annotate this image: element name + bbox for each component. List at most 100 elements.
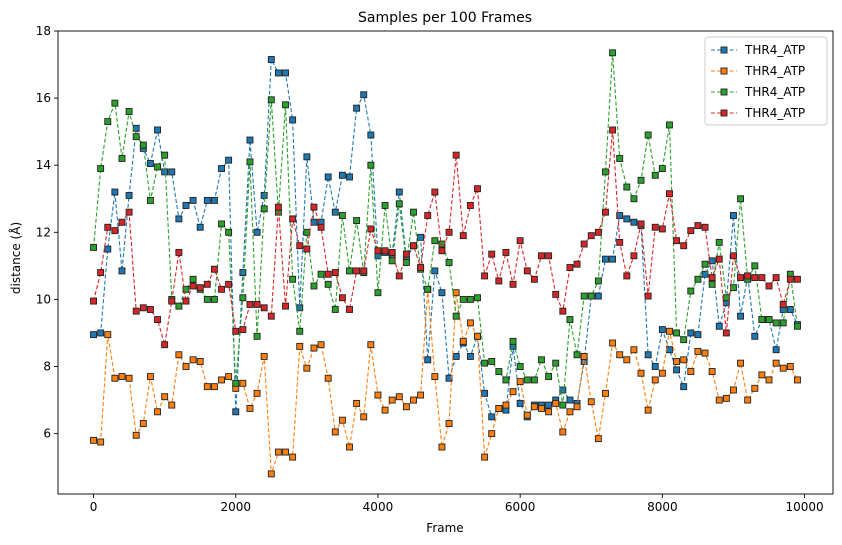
data-point — [708, 274, 716, 282]
data-point — [310, 203, 318, 211]
data-point — [722, 394, 730, 402]
data-point — [587, 398, 595, 406]
y-tick-label: 10 — [36, 292, 51, 306]
data-point — [630, 218, 638, 226]
data-point — [637, 176, 645, 184]
data-point — [772, 274, 780, 282]
data-point — [381, 202, 389, 209]
data-point — [602, 389, 609, 397]
data-point — [438, 443, 446, 451]
data-point — [694, 347, 702, 355]
data-point — [779, 300, 787, 308]
data-point — [602, 255, 609, 263]
data-point — [338, 171, 346, 179]
data-point — [751, 262, 759, 270]
x-tick-label: 0 — [90, 500, 98, 514]
data-point — [338, 294, 346, 302]
data-point — [111, 227, 119, 235]
data-point — [680, 356, 688, 364]
data-point — [246, 136, 254, 144]
data-point — [594, 292, 602, 300]
data-point — [317, 223, 325, 231]
data-point — [260, 352, 268, 360]
data-point — [367, 131, 375, 139]
data-point — [260, 304, 268, 312]
data-point — [132, 124, 140, 132]
data-point — [523, 376, 531, 384]
data-point — [303, 228, 311, 236]
data-point — [210, 383, 218, 391]
data-point — [673, 366, 681, 374]
data-point — [218, 165, 225, 173]
data-point — [210, 265, 218, 273]
data-point — [566, 408, 574, 416]
data-point — [701, 270, 709, 278]
data-point — [523, 267, 531, 275]
data-point — [132, 307, 140, 315]
data-point — [417, 391, 425, 399]
data-point — [623, 356, 631, 364]
legend-item: THR4_ATP — [711, 64, 805, 78]
legend-item: THR4_ATP — [711, 43, 805, 57]
data-point — [90, 436, 98, 444]
data-point — [466, 319, 474, 327]
data-point — [559, 307, 567, 315]
x-tick-label: 4000 — [363, 500, 394, 514]
data-point — [452, 352, 460, 360]
data-point — [566, 264, 574, 271]
data-point — [545, 252, 553, 260]
data-point — [360, 91, 368, 99]
data-point — [182, 297, 190, 305]
data-point — [253, 228, 261, 236]
data-point — [616, 238, 624, 246]
data-point — [502, 401, 510, 409]
data-point — [146, 306, 154, 313]
data-point — [452, 289, 460, 297]
data-point — [523, 411, 531, 419]
data-point — [559, 428, 567, 436]
data-point — [751, 384, 759, 392]
data-point — [772, 359, 780, 367]
data-point — [239, 269, 247, 277]
data-point — [282, 69, 289, 77]
data-point — [210, 196, 218, 204]
data-point — [274, 69, 282, 77]
data-point — [410, 208, 417, 216]
data-point — [630, 195, 638, 203]
data-point — [680, 336, 688, 344]
data-point — [367, 225, 375, 233]
data-point — [353, 104, 361, 112]
data-point — [182, 202, 190, 209]
data-point — [239, 294, 247, 302]
data-point — [566, 396, 574, 404]
data-point — [374, 247, 382, 255]
data-point — [161, 151, 169, 159]
data-point — [388, 396, 396, 404]
data-point — [466, 352, 474, 360]
data-point — [673, 358, 681, 365]
data-point — [545, 401, 553, 409]
data-point — [786, 306, 794, 313]
data-point — [701, 349, 709, 357]
data-point — [267, 96, 275, 104]
data-point — [282, 302, 289, 310]
data-point — [438, 289, 446, 297]
data-point — [267, 470, 275, 478]
data-point — [751, 332, 759, 340]
data-point — [388, 248, 396, 256]
data-point — [353, 399, 361, 407]
data-point — [694, 275, 702, 283]
data-point — [104, 223, 112, 231]
data-point — [232, 327, 240, 335]
data-point — [779, 319, 787, 327]
series-line — [93, 129, 798, 345]
data-point — [658, 326, 666, 334]
data-point — [687, 368, 695, 375]
data-point — [104, 331, 112, 339]
data-point — [97, 329, 105, 337]
data-point — [232, 408, 240, 416]
data-point — [538, 356, 545, 364]
data-point — [296, 342, 304, 350]
data-point — [232, 379, 240, 387]
data-point — [651, 376, 659, 384]
